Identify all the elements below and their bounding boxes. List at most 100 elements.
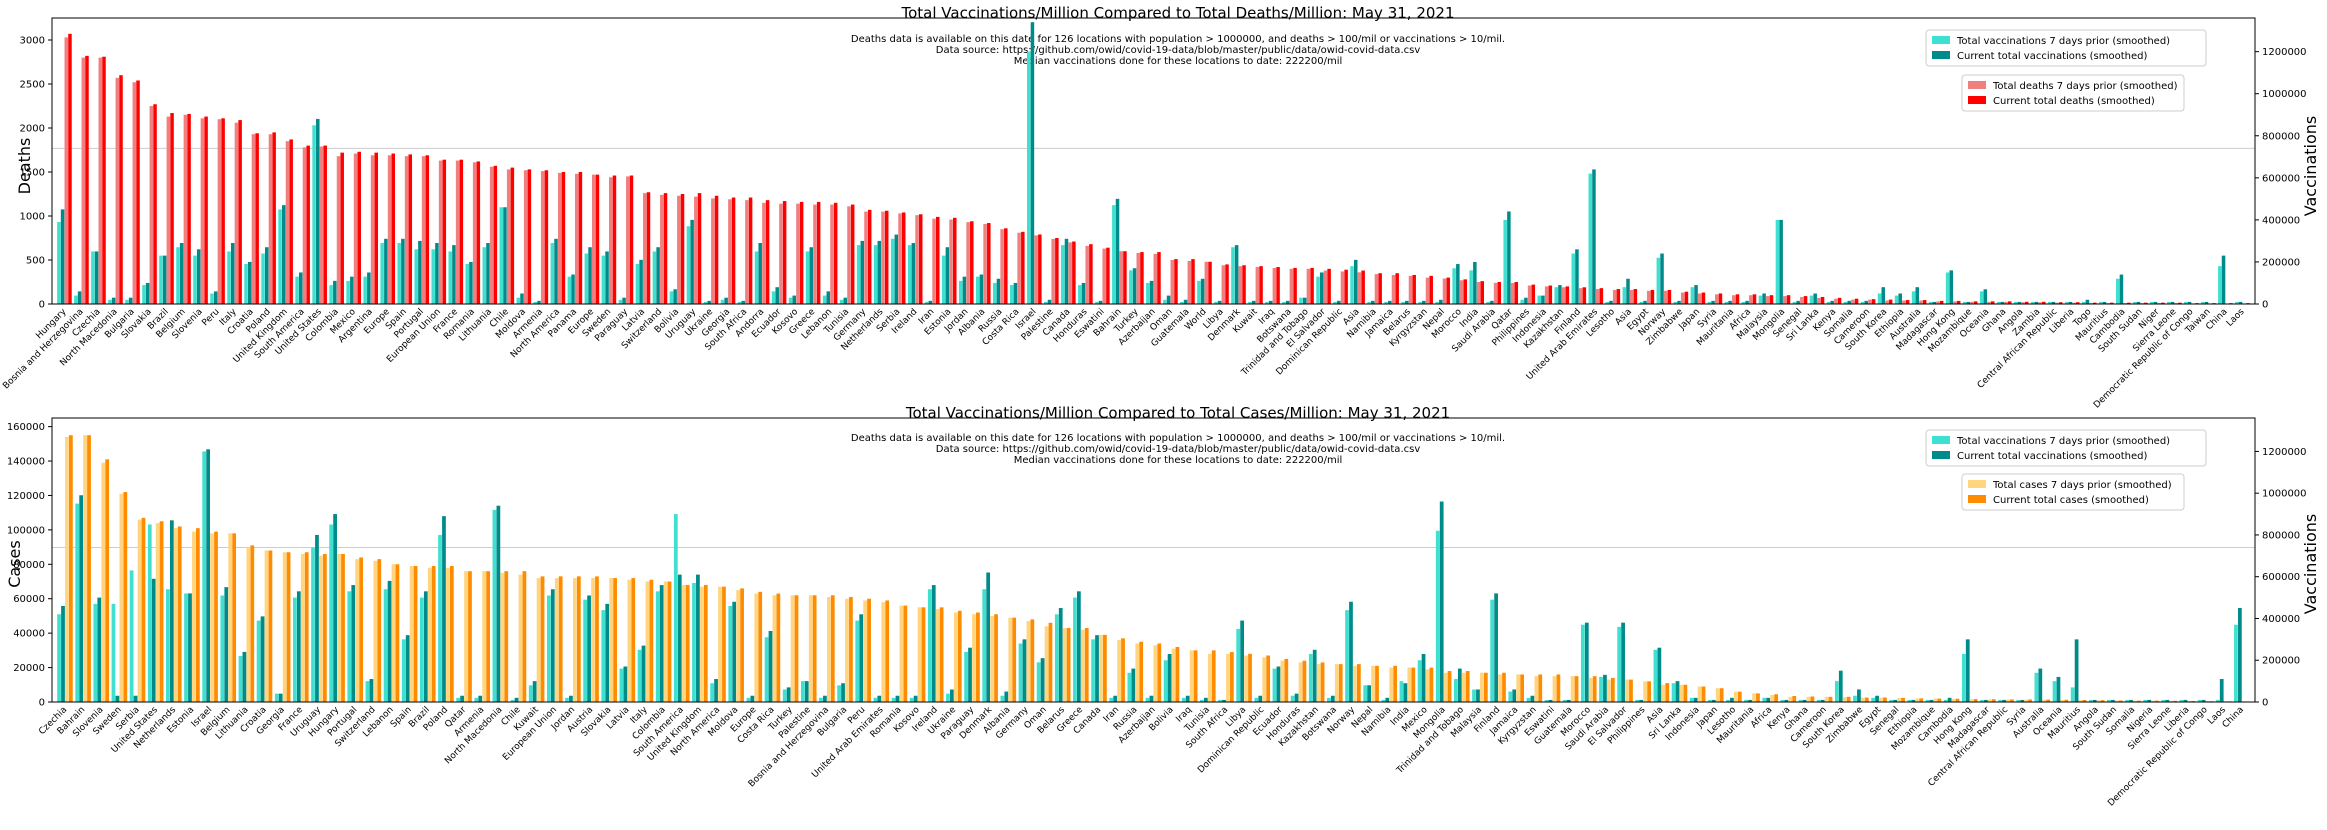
bar-metric_prior-30 (609, 578, 614, 702)
bar-vacc_prior-22 (456, 697, 461, 702)
bar-vacc_current-55 (996, 278, 1001, 304)
bar-vacc_current-125 (2187, 301, 2192, 304)
bar-metric_current-75 (1344, 269, 1348, 304)
bar-metric_current-46 (903, 605, 908, 702)
bar-metric_current-104 (1837, 297, 1842, 304)
bar-vacc_prior-116 (2161, 699, 2166, 702)
bar-vacc_current-45 (826, 291, 831, 304)
bar-metric_current-9 (221, 118, 225, 304)
y2-tick-label: 0 (2262, 300, 2268, 311)
y-tick-label: 20000 (13, 663, 45, 674)
bar-metric_prior-98 (1842, 697, 1847, 702)
bar-vacc_prior-2 (93, 603, 98, 702)
bar-metric_prior-16 (355, 559, 360, 702)
bar-vacc_current-34 (639, 259, 643, 304)
bar-metric_current-65 (1174, 259, 1178, 304)
bar-vacc_current-102 (1911, 699, 1916, 702)
bar-vacc_current-23 (478, 695, 483, 702)
bar-metric_current-31 (595, 174, 600, 304)
bar-vacc_current-27 (550, 589, 555, 702)
bar-vacc_prior-54 (975, 276, 980, 304)
bar-metric_prior-97 (1715, 294, 1719, 304)
bar-vacc_prior-19 (401, 639, 406, 702)
bar-metric_prior-97 (1824, 696, 1829, 702)
bar-metric_prior-11 (264, 550, 269, 702)
bar-vacc_current-19 (384, 238, 388, 304)
bar-vacc_current-114 (2000, 301, 2005, 304)
bar-metric_current-59 (1072, 241, 1076, 304)
legend-swatch-vacc-current (1932, 451, 1950, 459)
deaths-chart-note-2: Data source: https://github.com/owid/cov… (936, 45, 1421, 56)
bar-metric_current-40 (748, 197, 753, 304)
bar-vacc_prior-59 (1061, 245, 1065, 304)
bar-vacc_prior-60 (1078, 285, 1082, 304)
bar-metric_current-60 (1157, 643, 1162, 702)
bar-metric_current-54 (1048, 622, 1053, 702)
bar-vacc_prior-97 (1816, 699, 1821, 702)
bar-vacc_prior-64 (1146, 282, 1150, 304)
bar-vacc_prior-38 (746, 697, 751, 702)
bar-vacc_current-10 (242, 651, 247, 702)
bar-vacc_prior-61 (1095, 301, 1099, 304)
bar-vacc_current-24 (496, 505, 501, 702)
bar-metric_prior-99 (1860, 697, 1865, 702)
bar-vacc_current-49 (950, 689, 954, 702)
bar-metric_current-48 (939, 607, 944, 702)
bar-metric_current-38 (758, 591, 763, 702)
bar-metric_current-15 (341, 553, 345, 702)
cases-chart-legend-vacc: Total vaccinations 7 days prior (smoothe… (1925, 429, 2207, 467)
bar-vacc_prior-100 (1871, 697, 1875, 702)
bar-metric_current-47 (867, 209, 872, 304)
bar-metric_prior-93 (1646, 290, 1651, 304)
bar-vacc_current-94 (1766, 697, 1771, 702)
bar-metric_current-29 (595, 576, 599, 702)
bar-vacc_prior-117 (2179, 699, 2184, 702)
bar-metric_current-25 (522, 571, 527, 702)
bar-metric_current-31 (631, 578, 636, 702)
bar-metric_current-1 (87, 435, 91, 702)
bar-metric_prior-74 (1323, 270, 1328, 304)
bar-vacc_prior-101 (1775, 219, 1780, 304)
bar-vacc_prior-29 (583, 599, 588, 702)
legend-swatch-cases-prior (1968, 480, 1986, 488)
bar-vacc_prior-34 (635, 264, 640, 304)
bar-metric_prior-21 (421, 156, 426, 304)
bar-metric_current-104 (1955, 698, 1960, 702)
bar-vacc_current-41 (758, 243, 762, 304)
bar-vacc_current-103 (1929, 699, 1934, 702)
bar-metric_current-103 (1820, 296, 1825, 304)
bar-vacc_prior-62 (1181, 697, 1186, 702)
bar-vacc_current-87 (1639, 699, 1644, 702)
bar-metric_prior-107 (2006, 699, 2010, 702)
plot-frame (51, 417, 2256, 703)
bar-vacc_current-79 (1494, 593, 1498, 702)
bar-metric_current-48 (884, 210, 889, 304)
bar-vacc_prior-109 (2034, 672, 2039, 702)
x-tick-label: Peru (200, 307, 221, 328)
bar-vacc_prior-31 (619, 668, 624, 702)
bar-metric_prior-52 (949, 219, 953, 304)
bar-vacc_current-74 (1319, 272, 1324, 304)
bar-metric_current-112 (2100, 700, 2105, 702)
bar-vacc_current-59 (1131, 668, 1136, 702)
bar-vacc_current-46 (843, 297, 848, 304)
bar-vacc_current-58 (1113, 695, 1118, 702)
bar-metric_current-5 (153, 104, 157, 305)
bar-vacc_prior-80 (1508, 691, 1513, 702)
bar-metric_current-85 (1610, 677, 1615, 702)
bar-vacc_current-0 (61, 605, 65, 702)
legend-swatch-deaths-prior (1968, 81, 1986, 89)
bar-metric_prior-10 (234, 122, 239, 304)
bar-vacc_current-15 (316, 118, 320, 304)
bar-metric_current-41 (765, 200, 770, 304)
bar-vacc_prior-114 (1996, 301, 2001, 304)
bar-metric_current-58 (1121, 638, 1125, 702)
bar-vacc_prior-28 (533, 301, 538, 304)
bar-vacc_current-67 (1276, 666, 1281, 702)
bar-vacc_prior-29 (550, 243, 555, 304)
bar-metric_current-98 (1735, 294, 1740, 304)
bar-vacc_prior-62 (1112, 205, 1116, 304)
bar-vacc_current-65 (1240, 620, 1245, 702)
bar-vacc_current-118 (2068, 301, 2073, 304)
bar-metric_current-23 (459, 159, 464, 304)
